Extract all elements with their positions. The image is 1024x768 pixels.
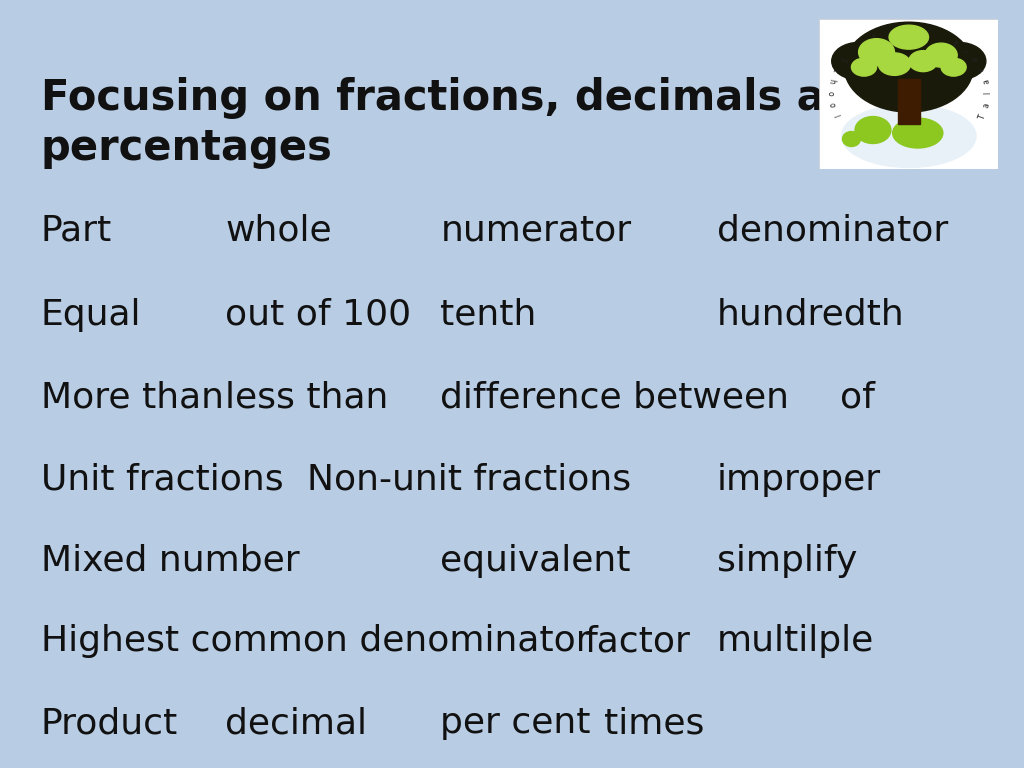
Ellipse shape [831, 42, 886, 80]
Text: r: r [963, 45, 971, 54]
Text: l: l [983, 92, 992, 94]
Text: whole: whole [225, 214, 332, 247]
Ellipse shape [844, 22, 974, 112]
Text: Equal: Equal [41, 298, 141, 332]
Text: equivalent: equivalent [440, 544, 631, 578]
Ellipse shape [859, 38, 895, 65]
Text: More than: More than [41, 381, 224, 415]
Text: Non-unit fractions: Non-unit fractions [307, 463, 632, 497]
Text: improper: improper [717, 463, 881, 497]
Text: a: a [982, 102, 991, 108]
Text: numerator: numerator [440, 214, 632, 247]
Text: v: v [977, 66, 987, 73]
Text: n: n [899, 24, 904, 33]
Text: a: a [951, 36, 961, 46]
Text: S: S [838, 55, 847, 63]
Ellipse shape [909, 51, 938, 71]
Text: r: r [858, 37, 865, 46]
Text: o: o [870, 30, 878, 40]
Text: J: J [928, 26, 933, 35]
Text: o: o [825, 91, 835, 95]
Text: decimal: decimal [225, 707, 368, 740]
Text: denominator: denominator [717, 214, 948, 247]
Text: difference between: difference between [440, 381, 790, 415]
Text: Focusing on fractions, decimals and
percentages: Focusing on fractions, decimals and perc… [41, 77, 884, 169]
Text: Unit fractions: Unit fractions [41, 463, 284, 497]
Ellipse shape [855, 117, 891, 144]
Text: l: l [830, 114, 840, 119]
FancyBboxPatch shape [819, 19, 998, 169]
Text: e: e [971, 55, 980, 63]
Text: u: u [913, 24, 919, 33]
Text: per cent: per cent [440, 707, 591, 740]
Text: less than: less than [225, 381, 389, 415]
Text: simplify: simplify [717, 544, 857, 578]
Text: hundredth: hundredth [717, 298, 904, 332]
Text: i: i [885, 26, 890, 35]
Text: out of 100: out of 100 [225, 298, 412, 332]
Ellipse shape [878, 23, 940, 61]
Text: Product: Product [41, 707, 178, 740]
Text: a: a [981, 78, 991, 84]
Text: tenth: tenth [440, 298, 537, 332]
Ellipse shape [842, 104, 976, 167]
Text: times: times [604, 707, 705, 740]
Ellipse shape [893, 118, 943, 148]
Ellipse shape [889, 25, 929, 49]
Ellipse shape [843, 131, 860, 147]
Text: c: c [830, 66, 841, 73]
Text: of: of [840, 381, 874, 415]
Bar [898, 79, 920, 124]
Text: Mixed number: Mixed number [41, 544, 300, 578]
Ellipse shape [925, 43, 957, 67]
Text: T: T [978, 113, 988, 121]
Text: Part: Part [41, 214, 113, 247]
Text: h: h [826, 78, 837, 84]
Text: o: o [826, 102, 836, 108]
Ellipse shape [879, 53, 910, 75]
Ellipse shape [932, 42, 986, 80]
Ellipse shape [941, 58, 967, 76]
Text: factor: factor [584, 624, 689, 658]
Text: multilple: multilple [717, 624, 874, 658]
Ellipse shape [852, 58, 877, 76]
Text: Highest common denominator: Highest common denominator [41, 624, 591, 658]
